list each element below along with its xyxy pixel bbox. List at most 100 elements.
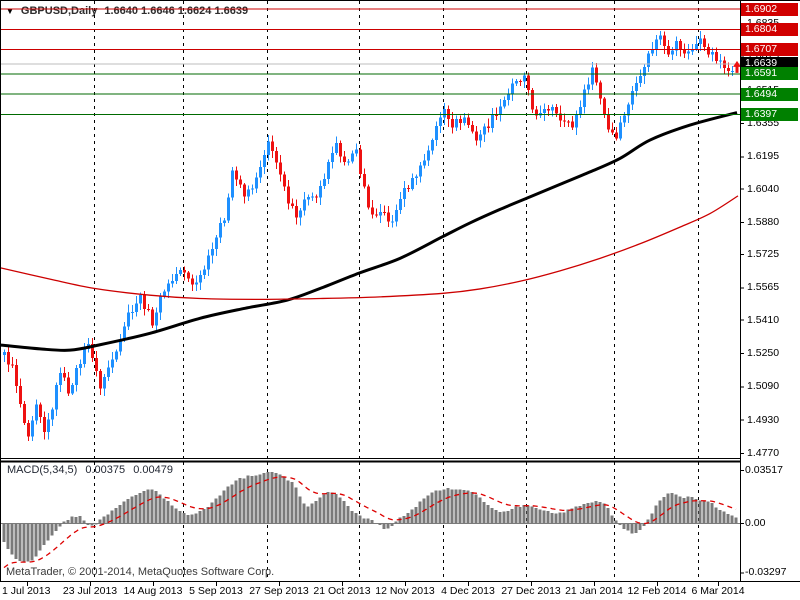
macd-histogram-bar bbox=[122, 501, 126, 523]
macd-histogram-bar bbox=[262, 472, 266, 523]
candle-body bbox=[315, 196, 318, 198]
candle-body bbox=[615, 132, 618, 139]
macd-histogram-bar bbox=[114, 507, 118, 523]
candle-body bbox=[699, 38, 702, 44]
macd-histogram-bar bbox=[182, 512, 186, 523]
macd-histogram-bar bbox=[250, 476, 254, 523]
macd-histogram-bar bbox=[82, 520, 86, 523]
ohlc-values: 1.6640 1.6646 1.6624 1.6639 bbox=[104, 5, 249, 17]
candle-body bbox=[427, 150, 430, 161]
macd-histogram-bar bbox=[570, 508, 574, 523]
candle-body bbox=[583, 89, 586, 108]
candle-body bbox=[203, 269, 206, 276]
candle-body bbox=[347, 161, 350, 163]
candle-body bbox=[707, 47, 710, 55]
candle-body bbox=[311, 196, 314, 198]
macd-histogram-bar bbox=[354, 513, 358, 523]
macd-histogram-bar bbox=[270, 472, 274, 523]
macd-histogram-bar bbox=[198, 511, 202, 523]
candle-body bbox=[703, 38, 706, 48]
macd-histogram-bar bbox=[450, 489, 454, 523]
candle-body bbox=[111, 359, 114, 368]
candle-body bbox=[51, 409, 54, 420]
macd-histogram-bar bbox=[214, 498, 218, 523]
candle-body bbox=[575, 114, 578, 128]
symbol-period-label: GBPUSD,Daily bbox=[20, 5, 98, 17]
candle-body bbox=[623, 115, 626, 123]
candle-body bbox=[587, 84, 590, 90]
macd-histogram-bar bbox=[666, 493, 670, 523]
macd-histogram-bar bbox=[346, 506, 350, 523]
macd-histogram-bar bbox=[446, 488, 450, 523]
candle-body bbox=[503, 100, 506, 107]
macd-histogram-bar bbox=[238, 478, 242, 523]
support-price-badge[interactable]: 1.6397 bbox=[741, 107, 798, 121]
macd-histogram-bar bbox=[586, 502, 590, 523]
macd-histogram-bar bbox=[718, 510, 722, 523]
macd-histogram-bar bbox=[326, 492, 330, 523]
macd-histogram-bar bbox=[2, 523, 6, 542]
candle-body bbox=[691, 48, 694, 52]
macd-histogram-bar bbox=[678, 496, 682, 523]
candle-body bbox=[343, 156, 346, 162]
candle-body bbox=[319, 186, 322, 198]
macd-histogram-bar bbox=[730, 515, 734, 523]
candle-body bbox=[263, 154, 266, 168]
candle-body bbox=[423, 160, 426, 166]
support-price-badge[interactable]: 1.6591 bbox=[741, 67, 798, 81]
candle-body bbox=[191, 278, 194, 285]
macd-histogram-bar bbox=[442, 489, 446, 523]
candle-body bbox=[523, 75, 526, 82]
candle-body bbox=[19, 385, 22, 404]
support-price-badge[interactable]: 1.6494 bbox=[741, 87, 798, 101]
macd-histogram-bar bbox=[462, 490, 466, 523]
macd-histogram-bar bbox=[734, 517, 738, 523]
candle-body bbox=[619, 122, 622, 139]
macd-histogram-bar bbox=[534, 508, 538, 523]
macd-histogram-bar bbox=[642, 523, 646, 526]
resistance-price-badge[interactable]: 1.6902 bbox=[741, 2, 798, 16]
macd-histogram-bar bbox=[194, 513, 198, 523]
resistance-price-badge[interactable]: 1.6707 bbox=[741, 43, 798, 57]
candle-body bbox=[159, 296, 162, 313]
resistance-price-badge[interactable]: 1.6804 bbox=[741, 23, 798, 37]
macd-histogram-bar bbox=[670, 493, 674, 523]
candle-body bbox=[407, 187, 410, 189]
candle-body bbox=[227, 197, 230, 221]
collapse-triangle-icon[interactable]: ▼ bbox=[6, 6, 14, 16]
macd-histogram-bar bbox=[698, 500, 702, 523]
macd-histogram-bar bbox=[626, 523, 630, 531]
macd-histogram-bar bbox=[226, 486, 230, 523]
macd-histogram-bar bbox=[138, 492, 142, 523]
macd-histogram-bar bbox=[690, 497, 694, 523]
candle-body bbox=[363, 173, 366, 187]
macd-histogram-bar bbox=[294, 487, 298, 523]
candle-body bbox=[143, 294, 146, 310]
candle-body bbox=[399, 199, 402, 211]
candle-body bbox=[415, 176, 418, 179]
candle-body bbox=[199, 275, 202, 283]
candle-body bbox=[671, 50, 674, 55]
candle-body bbox=[119, 340, 122, 352]
macd-histogram-bar bbox=[222, 490, 226, 523]
current-price-badge[interactable]: 1.6639 bbox=[741, 57, 798, 71]
candle-body bbox=[611, 129, 614, 133]
macd-histogram-bar bbox=[366, 518, 370, 523]
macd-histogram-bar bbox=[574, 506, 578, 523]
candle-body bbox=[579, 107, 582, 115]
macd-histogram-bar bbox=[90, 523, 94, 526]
candle-body bbox=[295, 206, 298, 218]
macd-histogram-bar bbox=[466, 490, 470, 523]
macd-histogram-bar bbox=[186, 515, 190, 523]
candle-body bbox=[591, 67, 594, 85]
candle-body bbox=[235, 170, 238, 180]
macd-histogram-bar bbox=[14, 523, 18, 560]
macd-histogram-bar bbox=[282, 476, 286, 523]
candle-body bbox=[15, 365, 18, 386]
candle-body bbox=[3, 352, 6, 356]
candle-body bbox=[183, 269, 186, 273]
macd-histogram-bar bbox=[102, 516, 106, 523]
candle-body bbox=[23, 403, 26, 423]
